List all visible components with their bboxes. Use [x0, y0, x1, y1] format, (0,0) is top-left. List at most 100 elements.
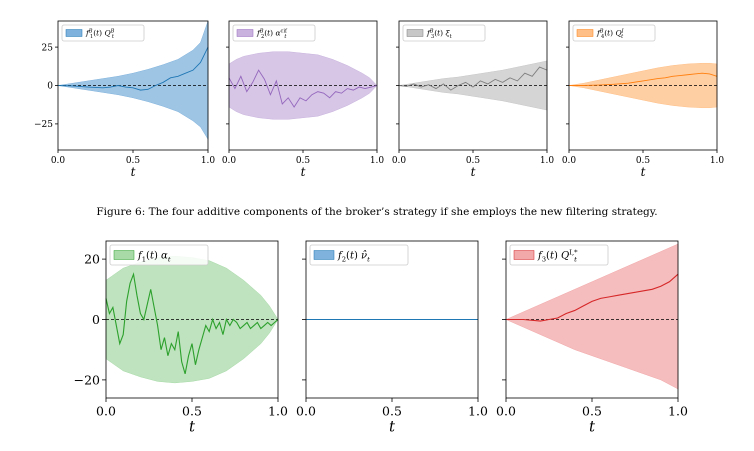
legend-label-part: α: [273, 29, 280, 38]
legend-label-part: t: [350, 251, 355, 262]
legend-label-part: I: [621, 29, 625, 35]
x-tick-label: 0.5: [126, 156, 141, 166]
legend-label-part: 4: [601, 34, 604, 40]
x-tick-label: 1.0: [370, 156, 385, 166]
x-axis-label: t: [131, 165, 136, 179]
confidence-band: [505, 243, 679, 390]
legend-label-part: f: [137, 251, 144, 262]
y-tick-label: 20: [84, 251, 100, 266]
series-line: [228, 69, 378, 108]
x-axis-label: t: [589, 418, 596, 436]
figure-caption: Figure 6: The four additive components o…: [96, 206, 658, 218]
legend-label-part: Q: [558, 251, 569, 262]
legend-label-part: t: [607, 29, 611, 38]
legend-label-part: I,*: [569, 249, 578, 257]
legend-label-part: ): [610, 29, 613, 38]
legend-label-part: ): [354, 251, 358, 262]
x-tick-label: 0.5: [382, 404, 402, 419]
x-tick-label: 0.5: [582, 404, 602, 419]
legend-label-part: t: [450, 34, 453, 40]
legend-label-part: 2: [342, 256, 346, 264]
legend-box: [61, 24, 145, 42]
series-line: [569, 72, 718, 86]
legend-label-part: t: [267, 29, 271, 38]
series-line: [398, 66, 548, 91]
x-tick-label: 1.0: [668, 404, 688, 419]
x-tick-label: 1.0: [468, 404, 488, 419]
x-tick-label: 1.0: [268, 404, 288, 419]
x-tick-label: 0.5: [636, 156, 651, 166]
legend-label: f3(t) QI,* t: [537, 249, 578, 264]
x-tick-label: 0.0: [392, 156, 407, 166]
legend-label-part: t: [437, 29, 441, 38]
x-tick-label: 0.5: [182, 404, 202, 419]
legend-label-part: ): [554, 251, 558, 262]
y-tick-label: −25: [34, 120, 53, 130]
legend-label-part: ): [154, 251, 158, 262]
legend-label-part: ): [99, 29, 102, 38]
legend-label-part: (: [604, 29, 607, 38]
legend-label-part: ): [440, 29, 443, 38]
legend-label-part: t: [550, 251, 555, 262]
legend-label-part: t: [96, 29, 100, 38]
x-tick-label: 0.5: [296, 156, 311, 166]
legend-box: [232, 24, 316, 42]
legend-label-part: B: [110, 29, 115, 35]
x-tick-label: 0.0: [96, 404, 116, 419]
legend-box: [309, 244, 409, 266]
legend-swatch: [406, 29, 424, 37]
legend-swatch: [576, 29, 594, 37]
legend-label-part: t: [284, 34, 287, 40]
series-line: [506, 273, 679, 322]
x-tick-label: 0.0: [296, 404, 316, 419]
y-tick-label: −20: [74, 372, 100, 387]
legend-label: f2(t) ν̂t: [337, 251, 370, 264]
legend-label-part: (: [346, 251, 350, 262]
legend-label: fB 4(t) QI t: [596, 29, 625, 40]
y-tick-label: 0: [47, 82, 53, 92]
legend-label-part: 1: [90, 34, 93, 40]
x-axis-label: t: [301, 165, 306, 179]
legend-label-part: t: [574, 256, 577, 264]
confidence-band: [228, 51, 378, 120]
legend-label-part: f: [537, 251, 544, 262]
x-tick-label: 1.0: [201, 156, 216, 166]
legend-box: [109, 244, 209, 266]
legend-label-part: t: [150, 251, 155, 262]
legend-label-part: α: [158, 251, 168, 262]
legend-swatch: [513, 250, 535, 260]
legend-swatch: [65, 29, 83, 37]
legend-label-part: t: [621, 34, 624, 40]
x-tick-label: 1.0: [540, 156, 555, 166]
legend-label-part: ξ: [443, 29, 450, 38]
legend-label-part: t: [112, 34, 115, 40]
legend-label-part: B: [429, 29, 434, 35]
legend-label: fB 2(t) αcif t: [256, 29, 288, 40]
legend-label-part: f: [596, 29, 601, 38]
x-axis-label: t: [471, 165, 476, 179]
legend-box: [402, 24, 486, 42]
legend-label-part: (: [93, 29, 96, 38]
legend-label: fB 3(t) ξt: [426, 29, 453, 40]
legend-label-part: (: [146, 251, 150, 262]
legend-label-part: (: [264, 29, 267, 38]
series-line: [57, 46, 209, 91]
x-tick-label: 0.0: [562, 156, 577, 166]
x-axis-label: t: [641, 165, 646, 179]
legend-label-part: t: [367, 256, 370, 264]
legend-label-part: 3: [542, 256, 546, 264]
legend-label-part: cif: [281, 29, 288, 35]
series-line: [105, 272, 279, 375]
legend-label-part: (: [434, 29, 437, 38]
x-axis-label: t: [389, 418, 396, 436]
legend-label-part: t: [168, 256, 171, 264]
legend-label-part: ): [270, 29, 273, 38]
legend-swatch: [113, 250, 135, 260]
legend-label-part: (: [546, 251, 550, 262]
